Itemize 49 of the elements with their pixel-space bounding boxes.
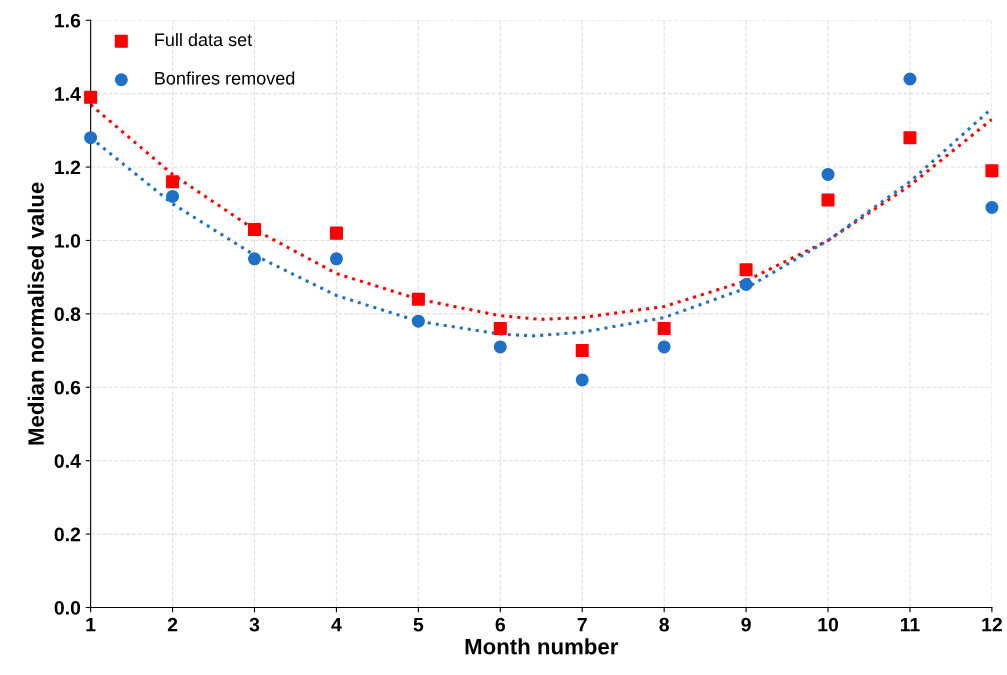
point: [247, 252, 262, 266]
point: [329, 252, 343, 266]
x-tick-label: 10: [818, 617, 839, 632]
legend-label: Bonfires removed: [155, 71, 295, 85]
point: [821, 193, 835, 207]
point: [166, 189, 180, 203]
point: [575, 373, 589, 387]
x-tick-label: 11: [900, 617, 920, 632]
point: [329, 226, 343, 240]
x-tick-label: 5: [413, 617, 424, 632]
point: [493, 322, 507, 336]
point: [411, 314, 425, 328]
point: [985, 164, 999, 178]
x-axis-title: Month number: [465, 638, 619, 655]
point: [739, 263, 753, 277]
point: [657, 322, 671, 336]
x-tick-label: 9: [741, 617, 751, 632]
point: [657, 340, 671, 354]
y-tick-label: 1.0: [55, 233, 81, 248]
x-tick-label: 2: [167, 617, 178, 632]
x-tick-label: 3: [249, 617, 260, 632]
point: [903, 131, 917, 145]
x-tick-label: 4: [331, 617, 342, 632]
point: [739, 278, 753, 292]
y-tick-label: 0.6: [54, 380, 81, 395]
point: [411, 292, 425, 306]
y-tick-label: 0.8: [54, 307, 81, 322]
x-tick-label: 6: [495, 617, 505, 632]
x-tick-label: 1: [86, 617, 96, 632]
point: [84, 90, 98, 104]
y-tick-label: 1.4: [55, 87, 81, 101]
y-tick-label: 0.4: [54, 454, 81, 468]
y-tick-label: 0.2: [54, 527, 81, 542]
point: [166, 175, 180, 189]
x-tick-label: 8: [659, 617, 669, 632]
x-tick-label: 7: [577, 617, 587, 632]
y-tick-label: 1.2: [55, 160, 81, 175]
point: [575, 344, 589, 358]
y-tick-label: 0.0: [54, 600, 81, 615]
y-tick-label: 1.6: [55, 13, 81, 28]
point: [84, 131, 98, 145]
point: [247, 222, 262, 236]
legend-label: Full data set: [155, 32, 253, 47]
x-tick-label: 12: [982, 617, 1002, 632]
point: [493, 340, 507, 354]
point: [903, 72, 917, 86]
point: [985, 200, 999, 214]
y-axis-title: Median normalised value: [27, 182, 44, 445]
point: [821, 167, 835, 181]
